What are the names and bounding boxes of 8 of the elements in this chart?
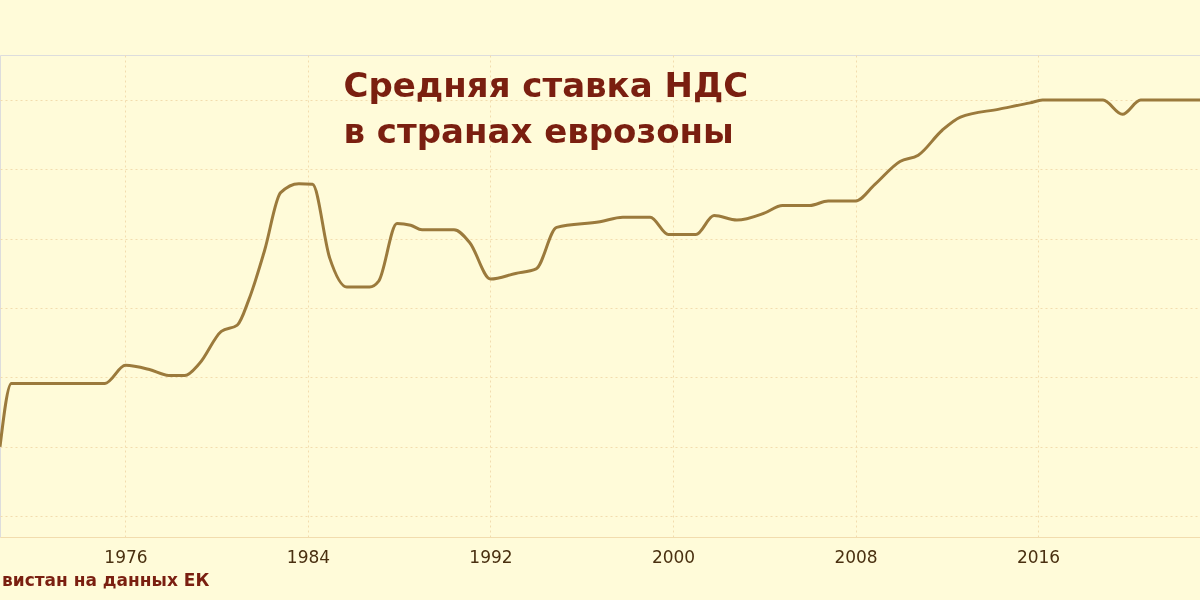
x-tick-label: 1984 (286, 546, 331, 567)
x-tick-label: 1992 (469, 546, 513, 567)
x-tick-label: 1976 (104, 546, 148, 567)
x-tick-label: 2016 (1016, 546, 1061, 567)
text: вистан на данных ЕК (2, 570, 210, 590)
chart-title: Средняя ставка НДС в странах еврозоны (343, 65, 749, 151)
x-tick-label: 2008 (834, 546, 878, 567)
x-tick-label: 2000 (651, 546, 696, 567)
